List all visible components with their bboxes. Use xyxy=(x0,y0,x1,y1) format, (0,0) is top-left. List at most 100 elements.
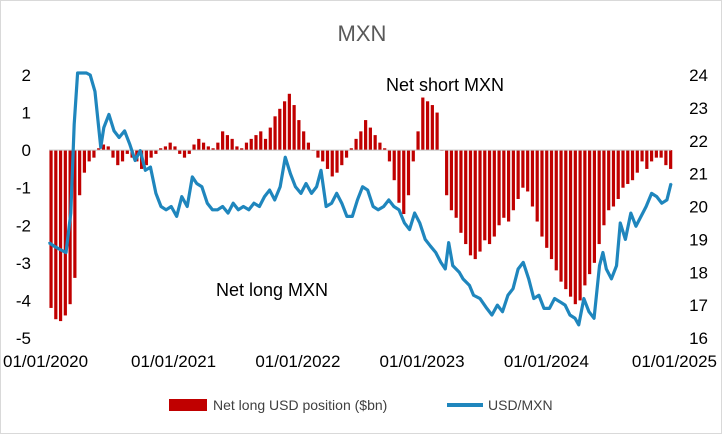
bar-101 xyxy=(530,150,535,207)
line-point-6 xyxy=(76,72,79,74)
annotation-net-long: Net long MXN xyxy=(216,280,328,300)
bar-88 xyxy=(468,150,473,256)
bar-67 xyxy=(368,127,372,151)
bar-1 xyxy=(54,150,58,320)
bar-81 xyxy=(435,112,439,151)
line-point-49 xyxy=(294,185,297,188)
bar-117 xyxy=(607,150,611,211)
line-point-27 xyxy=(180,195,183,198)
line-point-35 xyxy=(221,205,224,208)
bar-102 xyxy=(535,150,539,222)
line-point-112 xyxy=(615,264,618,267)
right-axis-labels: 24 23 22 21 20 19 18 17 16 xyxy=(689,66,708,348)
line-point-88 xyxy=(496,304,499,306)
line-point-77 xyxy=(440,261,442,264)
line-point-14 xyxy=(113,130,115,132)
bar-124 xyxy=(640,150,644,162)
x-tick-label: 01/01/2023 xyxy=(380,352,465,371)
line-point-19 xyxy=(139,149,142,152)
bar-99 xyxy=(521,150,525,188)
line-point-107 xyxy=(593,317,595,320)
bar-79 xyxy=(425,101,430,151)
bar-35 xyxy=(216,142,220,151)
bar-120 xyxy=(621,150,625,188)
line-point-33 xyxy=(211,208,214,211)
line-point-31 xyxy=(201,185,203,188)
line-point-52 xyxy=(310,192,313,195)
bar-22 xyxy=(154,150,158,154)
bar-59 xyxy=(330,150,334,177)
bar-84 xyxy=(449,150,454,211)
bar-113 xyxy=(588,150,592,275)
bar-20 xyxy=(144,150,148,166)
line-point-81 xyxy=(458,271,461,274)
bar-122 xyxy=(630,150,635,181)
bar-83 xyxy=(445,150,449,196)
left-axis-labels: 2 1 0 -1 -2 -3 -4 -5 xyxy=(16,66,31,348)
line-point-55 xyxy=(325,205,327,208)
line-point-32 xyxy=(206,202,209,205)
line-point-122 xyxy=(666,199,668,201)
bar-40 xyxy=(240,148,244,151)
legend: Net long USD position ($bn) USD/MXN xyxy=(169,397,553,413)
line-point-65 xyxy=(377,208,380,211)
line-point-29 xyxy=(191,176,194,178)
bar-98 xyxy=(516,150,520,199)
bar-0 xyxy=(49,150,53,308)
bar-42 xyxy=(249,138,253,151)
line-point-105 xyxy=(583,297,585,300)
line-point-110 xyxy=(605,268,608,270)
bar-49 xyxy=(282,101,287,151)
bar-80 xyxy=(430,105,434,151)
line-point-58 xyxy=(340,202,343,205)
line-point-28 xyxy=(186,205,189,208)
bar-7 xyxy=(82,150,87,173)
bar-5 xyxy=(73,150,77,278)
line-point-38 xyxy=(237,208,240,211)
line-point-86 xyxy=(486,307,488,310)
line-point-61 xyxy=(356,199,359,201)
bar-39 xyxy=(235,146,239,151)
line-point-34 xyxy=(216,208,219,211)
left-tick-label: 1 xyxy=(22,104,31,123)
line-point-47 xyxy=(284,156,287,158)
line-point-117 xyxy=(640,215,642,218)
line-point-78 xyxy=(444,268,447,270)
bar-97 xyxy=(511,150,515,211)
bar-6 xyxy=(78,150,82,196)
line-point-8 xyxy=(85,72,88,74)
bar-9 xyxy=(92,150,96,158)
bar-129 xyxy=(664,150,668,166)
line-point-90 xyxy=(507,294,509,297)
bar-61 xyxy=(340,150,344,166)
line-point-64 xyxy=(372,205,374,208)
line-point-67 xyxy=(387,199,390,201)
line-point-120 xyxy=(655,195,658,198)
bar-series xyxy=(49,93,673,322)
line-point-76 xyxy=(434,251,437,254)
usdmxn-line xyxy=(48,71,673,327)
bar-111 xyxy=(578,150,582,301)
line-point-16 xyxy=(123,130,126,132)
line-point-42 xyxy=(258,205,261,208)
bar-114 xyxy=(592,150,596,263)
line-point-4 xyxy=(69,212,72,214)
line-point-7 xyxy=(80,72,83,74)
line-point-30 xyxy=(195,182,198,185)
bar-56 xyxy=(316,150,320,158)
left-tick-label: -1 xyxy=(16,179,31,198)
line-point-87 xyxy=(491,314,493,316)
bar-38 xyxy=(230,138,234,151)
bar-34 xyxy=(211,148,215,151)
line-point-99 xyxy=(553,297,556,300)
bar-60 xyxy=(335,150,339,173)
line-point-83 xyxy=(468,284,471,287)
line-point-72 xyxy=(413,212,416,214)
line-point-74 xyxy=(424,238,427,241)
line-point-45 xyxy=(273,199,276,201)
bar-37 xyxy=(225,135,229,151)
line-point-121 xyxy=(661,202,663,205)
bar-118 xyxy=(611,150,616,207)
bar-94 xyxy=(497,150,501,226)
line-point-54 xyxy=(320,169,322,172)
